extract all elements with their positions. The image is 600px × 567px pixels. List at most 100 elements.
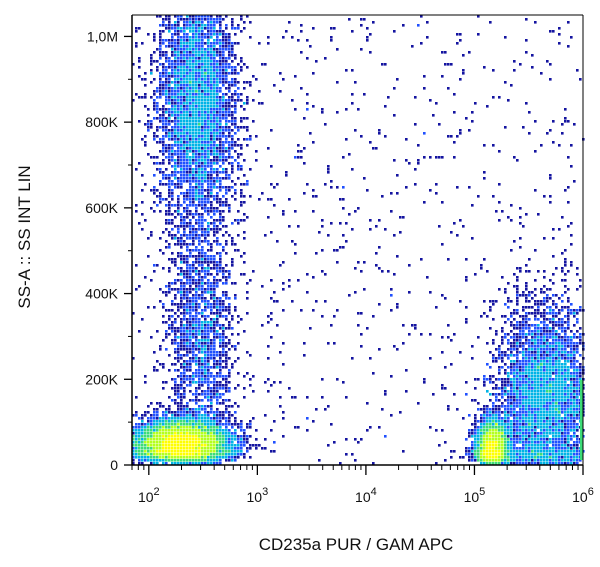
event-point xyxy=(177,69,180,72)
event-point xyxy=(237,129,240,132)
event-point xyxy=(162,123,165,126)
event-point xyxy=(207,27,210,30)
event-point xyxy=(186,237,189,240)
event-point xyxy=(216,237,219,240)
event-point xyxy=(210,390,213,393)
event-point xyxy=(162,114,165,117)
event-point xyxy=(225,177,228,180)
event-point xyxy=(198,318,201,321)
event-point xyxy=(168,150,171,153)
event-point xyxy=(486,342,489,345)
event-point xyxy=(162,24,165,27)
event-point xyxy=(183,75,186,78)
event-point xyxy=(183,210,186,213)
event-point xyxy=(177,396,180,399)
event-point xyxy=(501,210,504,213)
event-point xyxy=(564,189,567,192)
event-point xyxy=(213,330,216,333)
event-point xyxy=(501,441,504,444)
event-point xyxy=(141,420,144,423)
event-point xyxy=(393,273,396,276)
event-point xyxy=(240,183,243,186)
event-point xyxy=(189,135,192,138)
event-point xyxy=(537,405,540,408)
event-point xyxy=(219,48,222,51)
event-point xyxy=(564,339,567,342)
event-point xyxy=(174,102,177,105)
event-point xyxy=(516,411,519,414)
event-point xyxy=(237,438,240,441)
event-point xyxy=(543,423,546,426)
event-point xyxy=(273,204,276,207)
event-point xyxy=(345,108,348,111)
event-point xyxy=(171,183,174,186)
event-point xyxy=(507,423,510,426)
event-point xyxy=(219,429,222,432)
event-point xyxy=(183,177,186,180)
event-point xyxy=(222,300,225,303)
event-point xyxy=(171,324,174,327)
event-point xyxy=(174,441,177,444)
event-point xyxy=(552,396,555,399)
event-point xyxy=(480,429,483,432)
event-point xyxy=(198,276,201,279)
event-point xyxy=(201,372,204,375)
event-point xyxy=(189,390,192,393)
event-point xyxy=(198,72,201,75)
event-point xyxy=(180,342,183,345)
event-point xyxy=(573,351,576,354)
event-point xyxy=(534,345,537,348)
event-point xyxy=(243,102,246,105)
event-point xyxy=(537,300,540,303)
event-point xyxy=(183,66,186,69)
event-point xyxy=(204,240,207,243)
event-point xyxy=(573,411,576,414)
event-point xyxy=(189,108,192,111)
event-point xyxy=(213,300,216,303)
event-point xyxy=(510,330,513,333)
event-point xyxy=(228,372,231,375)
event-point xyxy=(141,423,144,426)
event-point xyxy=(186,90,189,93)
event-point xyxy=(522,345,525,348)
event-point xyxy=(231,45,234,48)
event-point xyxy=(168,426,171,429)
event-point xyxy=(177,309,180,312)
event-point xyxy=(537,426,540,429)
event-point xyxy=(216,168,219,171)
event-point xyxy=(201,147,204,150)
event-point xyxy=(240,66,243,69)
event-point xyxy=(237,219,240,222)
event-point xyxy=(198,438,201,441)
event-point xyxy=(561,411,564,414)
event-point xyxy=(225,168,228,171)
event-point xyxy=(549,345,552,348)
event-point xyxy=(552,387,555,390)
event-point xyxy=(447,324,450,327)
event-point xyxy=(492,417,495,420)
event-point xyxy=(147,129,150,132)
event-point xyxy=(537,387,540,390)
event-point xyxy=(465,438,468,441)
event-point xyxy=(564,414,567,417)
event-point xyxy=(249,435,252,438)
event-point xyxy=(150,120,153,123)
event-point xyxy=(135,45,138,48)
event-point xyxy=(195,339,198,342)
event-point xyxy=(180,222,183,225)
event-point xyxy=(144,411,147,414)
event-point xyxy=(201,66,204,69)
event-point xyxy=(216,306,219,309)
event-point xyxy=(519,414,522,417)
event-point xyxy=(207,33,210,36)
event-point xyxy=(207,162,210,165)
event-point xyxy=(162,267,165,270)
event-point xyxy=(180,414,183,417)
event-point xyxy=(531,384,534,387)
event-point xyxy=(168,417,171,420)
event-point xyxy=(228,54,231,57)
event-point xyxy=(243,432,246,435)
event-point xyxy=(519,270,522,273)
event-point xyxy=(174,117,177,120)
event-point xyxy=(504,303,507,306)
